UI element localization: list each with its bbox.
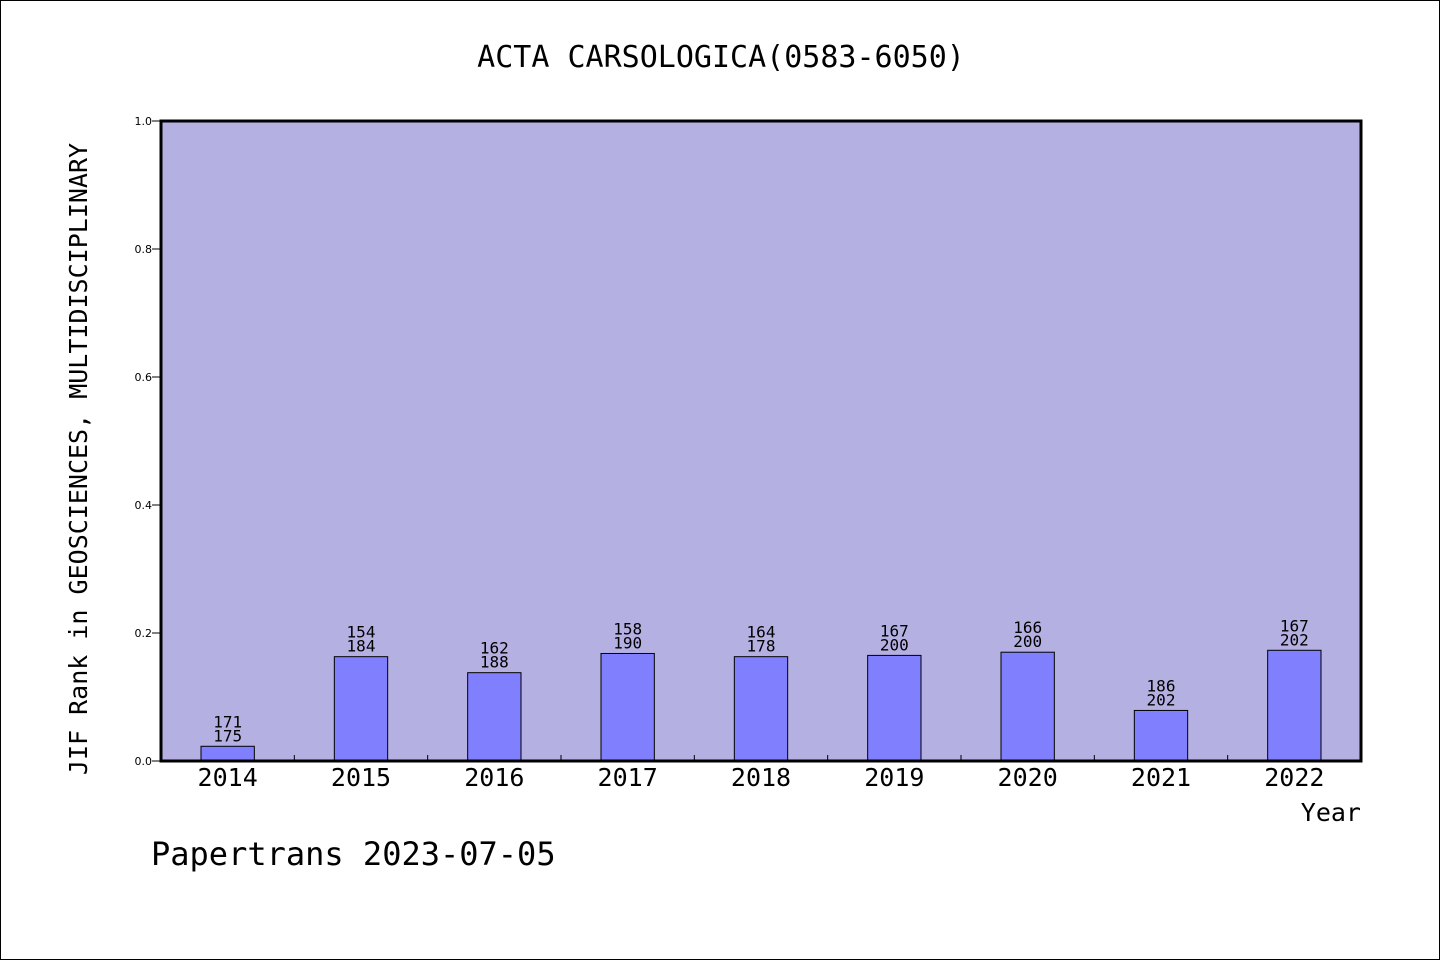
y-tick-label: 0.4 <box>135 499 153 512</box>
y-tick-label: 0.0 <box>135 755 153 768</box>
bar-rank-label: 162 <box>480 639 509 658</box>
bar-2018 <box>733 656 789 762</box>
x-tick-label: 2017 <box>598 763 658 792</box>
x-tick-label: 2014 <box>198 763 258 792</box>
plot-area <box>161 121 1361 761</box>
bar-total-label: 200 <box>880 635 909 654</box>
bar-total-label: 188 <box>480 653 509 672</box>
bar-total-label: 178 <box>747 637 776 656</box>
bar-rank-label: 158 <box>613 619 642 638</box>
bar-rank-label: 154 <box>347 623 376 642</box>
plot-border <box>159 119 1363 763</box>
y-tick-label: 0.8 <box>135 243 153 256</box>
x-tick-label: 2015 <box>331 763 391 792</box>
bar-total-label: 200 <box>1013 632 1042 651</box>
bar-total-label: 202 <box>1280 630 1309 649</box>
bar-2015 <box>333 656 389 762</box>
x-tick-label: 2016 <box>464 763 524 792</box>
bar-2019 <box>867 654 922 762</box>
x-tick-label: 2019 <box>864 763 924 792</box>
bar-rank-label: 164 <box>747 623 776 642</box>
bar-2021 <box>1133 709 1189 762</box>
footer-watermark: Papertrans 2023-07-05 <box>151 835 556 873</box>
y-tick-label: 0.2 <box>135 627 153 640</box>
y-axis-ticks: 0.0 0.2 0.4 0.6 0.8 1.0 <box>135 115 161 768</box>
bar-total-label: 202 <box>1147 690 1176 709</box>
bar-2016 <box>467 672 522 762</box>
bar-rank-label: 166 <box>1013 618 1042 637</box>
chart-title: ACTA CARSOLOGICA(0583-6050) <box>477 40 965 75</box>
bar-2020 <box>1000 651 1055 762</box>
y-tick-label: 0.6 <box>135 371 153 384</box>
bar-total-label: 190 <box>613 633 642 652</box>
bar-2022 <box>1267 649 1322 762</box>
bar-2017 <box>600 652 655 762</box>
x-tick-label: 2021 <box>1131 763 1191 792</box>
bar-total-label: 175 <box>213 726 242 745</box>
bar-total-label: 184 <box>347 637 376 656</box>
x-tick-label: 2022 <box>1264 763 1324 792</box>
bar-rank-label: 167 <box>880 621 909 640</box>
bar-rank-label: 186 <box>1147 676 1176 695</box>
bar-2014 <box>200 745 255 762</box>
bar-rank-label: 171 <box>213 712 242 731</box>
x-axis-label: Year <box>1301 798 1361 827</box>
x-axis-labels: 2014 2015 2016 2017 2018 2019 2020 2021 2022 <box>198 755 1324 792</box>
x-tick-label: 2020 <box>998 763 1058 792</box>
x-tick-label: 2018 <box>731 763 791 792</box>
y-axis-label: JIF Rank in GEOSCIENCES, MULTIDISCIPLINA… <box>64 143 93 775</box>
y-tick-label: 1.0 <box>135 115 153 128</box>
bar-rank-label: 167 <box>1280 616 1309 635</box>
